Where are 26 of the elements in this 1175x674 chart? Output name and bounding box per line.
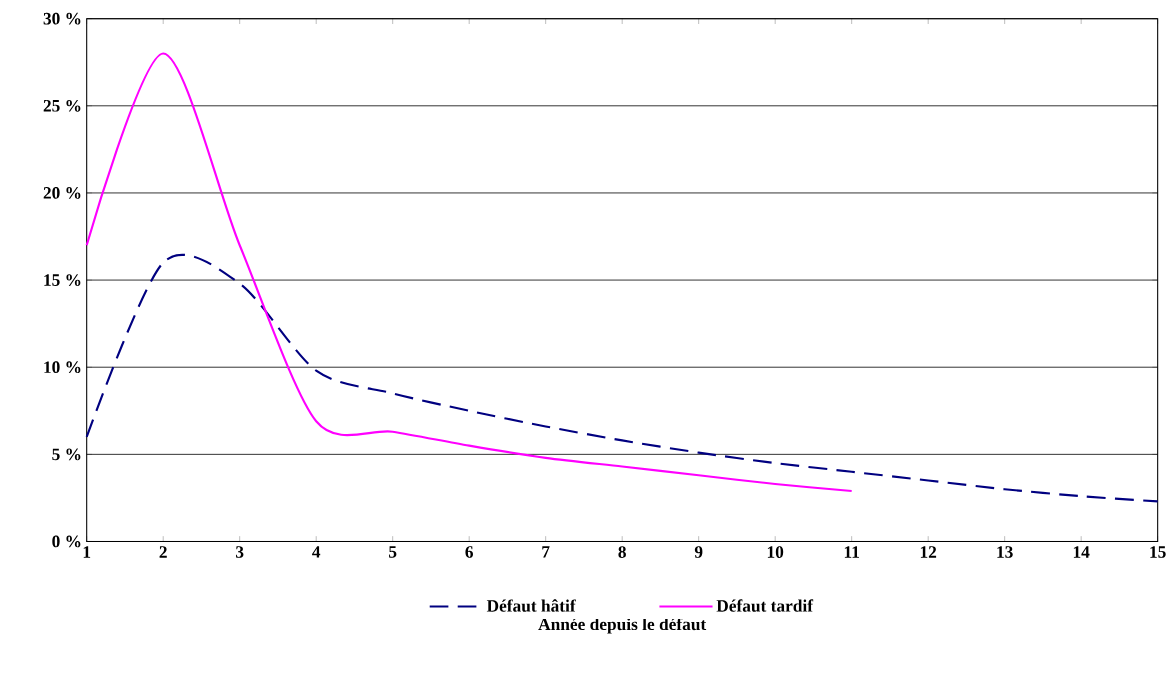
x-tick-label: 11 [844, 546, 859, 558]
x-tick-label: 4 [312, 546, 321, 558]
x-tick-label: 12 [920, 546, 937, 558]
x-tick-label: 7 [542, 546, 550, 558]
x-axis-title: Année depuis le défaut [538, 617, 707, 634]
y-tick-label: 5 % [52, 448, 81, 461]
x-tick-label: 3 [236, 546, 244, 559]
y-tick-label: 0 % [52, 535, 81, 548]
x-tick-label: 13 [997, 546, 1013, 559]
legend-label: Défaut hâtif [486, 599, 576, 613]
x-tick-label: 2 [159, 546, 167, 558]
x-tick-label: 15 [1150, 546, 1166, 559]
y-tick-label: 10 % [44, 361, 81, 374]
y-tick-label: 25 % [43, 100, 81, 112]
x-tick-label: 1 [83, 546, 91, 558]
line-series [85, 52, 853, 493]
y-tick-label: 20 % [43, 187, 81, 200]
x-tick-label: 8 [618, 546, 626, 559]
legend-label: Défaut tardif [716, 599, 814, 613]
y-tick-label: 30 % [43, 13, 81, 25]
y-tick-label: 15 % [44, 274, 81, 287]
x-tick-label: 5 [389, 546, 397, 558]
x-tick-label: 6 [465, 546, 474, 559]
x-tick-label: 9 [694, 546, 703, 559]
x-tick-label: 14 [1073, 546, 1090, 558]
x-tick-label: 10 [767, 546, 784, 559]
